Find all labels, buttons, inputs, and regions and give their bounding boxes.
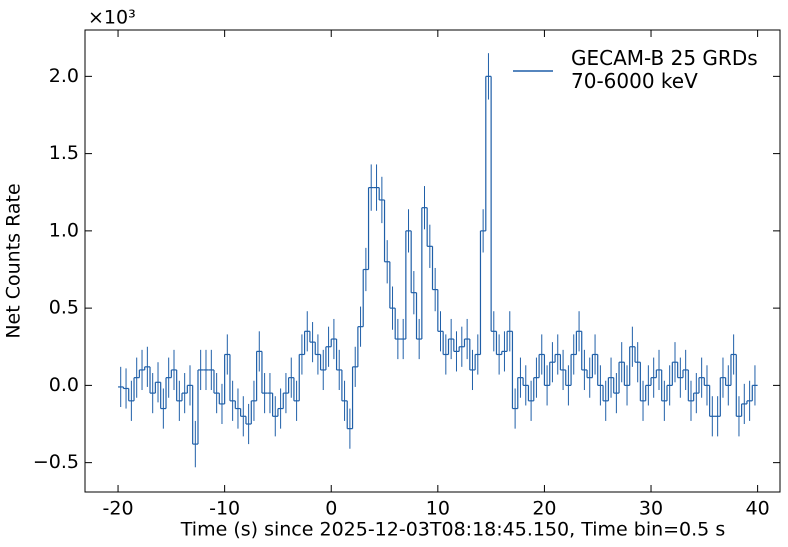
plot-frame <box>84 29 781 493</box>
legend-label: GECAM-B 25 GRDs 70-6000 keV <box>571 46 758 93</box>
y-tick-label: −0.5 <box>33 451 79 473</box>
y-tick-label: 0.5 <box>49 297 79 319</box>
x-tick-label: 40 <box>746 498 770 520</box>
x-tick-label: 20 <box>532 498 556 520</box>
y-axis-label: Net Counts Rate <box>3 183 25 338</box>
series <box>118 53 758 468</box>
x-tick-label: 10 <box>426 498 450 520</box>
y-tick-label: 2.0 <box>49 65 79 87</box>
y-tick-label: 1.5 <box>49 142 79 164</box>
x-tick-label: 0 <box>325 498 337 520</box>
x-axis-label: Time (s) since 2025-12-03T08:18:45.150, … <box>180 519 725 541</box>
x-tick-label: -10 <box>209 498 240 520</box>
offset-label: ×10³ <box>88 7 136 29</box>
x-tick-label: 30 <box>639 498 663 520</box>
y-tick-label: 0.0 <box>49 374 79 396</box>
y-tick-label: 1.0 <box>49 219 79 241</box>
x-tick-label: -20 <box>103 498 134 520</box>
